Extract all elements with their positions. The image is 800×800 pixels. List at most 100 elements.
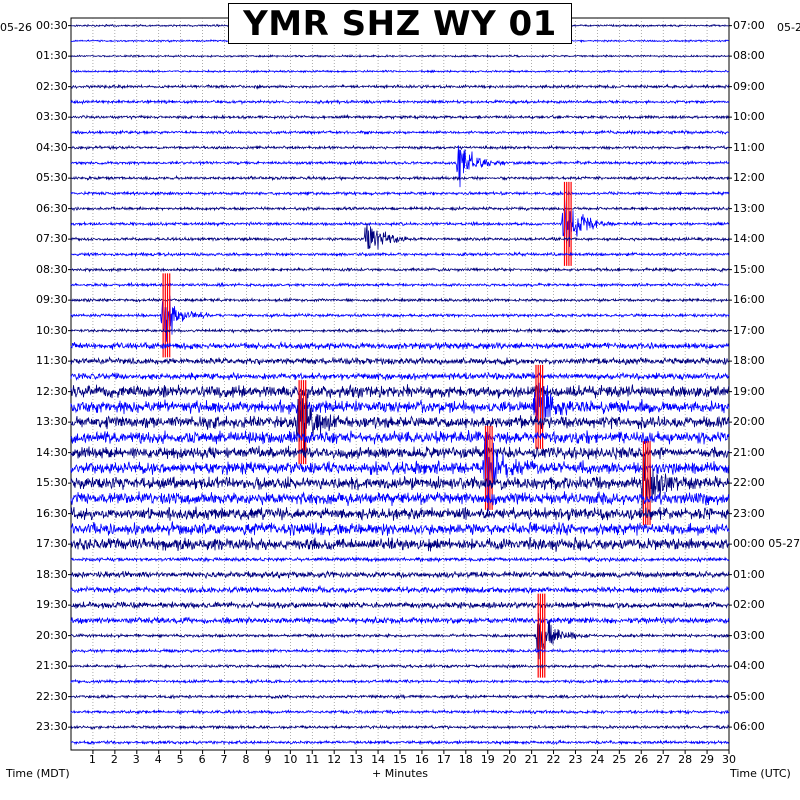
y-tick-label-left: 14:30	[36, 445, 68, 459]
right-date-label: 05-2	[777, 21, 800, 34]
trace-line	[70, 223, 730, 250]
y-tick-label-right: 18:00	[733, 354, 765, 368]
trace-line	[70, 297, 729, 304]
y-tick-label-right: 12:00	[733, 171, 765, 185]
x-tick-label: 22	[546, 753, 561, 766]
trace-line	[70, 739, 730, 746]
x-tick-label: 21	[524, 753, 539, 766]
trace-line	[70, 195, 730, 248]
trace-line	[70, 83, 730, 90]
trace-line	[70, 693, 730, 700]
y-tick-label-right: 09:00	[733, 79, 765, 93]
trace-line	[70, 506, 730, 521]
trace-line	[70, 429, 730, 445]
trace-line	[70, 584, 730, 595]
y-tick-label-left: 06:30	[36, 201, 68, 215]
y-tick-label-left: 12:30	[36, 384, 68, 398]
x-tick-label: 8	[242, 753, 250, 766]
trace-line	[70, 327, 730, 334]
trace-line	[70, 384, 730, 399]
trace-line	[70, 570, 730, 580]
trace-line	[70, 113, 730, 121]
trace-line	[70, 616, 730, 625]
trace-line	[70, 613, 730, 664]
trace-line	[70, 129, 730, 136]
trace-line	[70, 340, 730, 351]
y-tick-label-right: 05:00	[733, 689, 765, 703]
trace-line	[70, 68, 730, 74]
y-tick-label-right: 04:00	[733, 659, 765, 673]
y-tick-label-left: 02:30	[36, 79, 68, 93]
y-tick-label-right: 21:00	[733, 445, 765, 459]
y-tick-label-left: 13:30	[36, 415, 68, 429]
y-tick-label-right: 01:00	[733, 567, 765, 581]
y-tick-label-right: 06:00	[733, 720, 765, 734]
x-tick-label: 7	[220, 753, 228, 766]
trace-line	[70, 53, 730, 59]
x-tick-label: 9	[264, 753, 272, 766]
y-tick-label-left: 00:30	[36, 18, 68, 32]
y-tick-label-left: 19:30	[36, 598, 68, 612]
x-tick-label: 23	[568, 753, 583, 766]
x-tick-label: 26	[634, 753, 649, 766]
x-tick-label: 4	[154, 753, 162, 766]
trace-line	[70, 145, 730, 188]
trace-line	[70, 724, 730, 730]
trace-line	[70, 281, 730, 288]
y-tick-label-left: 05:30	[36, 171, 68, 185]
trace-line	[70, 536, 730, 552]
y-tick-label-left: 22:30	[36, 689, 68, 703]
x-tick-label: 1	[88, 753, 96, 766]
y-tick-label-left: 15:30	[36, 476, 68, 490]
x-tick-label: 10	[283, 753, 298, 766]
y-tick-label-left: 23:30	[36, 720, 68, 734]
trace-line	[70, 647, 730, 654]
y-tick-label-left: 18:30	[36, 567, 68, 581]
x-tick-label: 25	[612, 753, 627, 766]
y-tick-label-left: 16:30	[36, 506, 68, 520]
trace-line	[70, 355, 730, 366]
trace-line	[70, 371, 730, 382]
y-tick-label-right: 17:00	[733, 323, 765, 337]
x-tick-label: 29	[700, 753, 715, 766]
y-tick-label-right: 10:00	[733, 110, 765, 124]
trace-line	[70, 295, 730, 342]
trace-line	[70, 174, 730, 182]
y-tick-label-right: 16:00	[733, 293, 765, 307]
x-tick-label: 11	[305, 753, 320, 766]
trace-line	[70, 662, 730, 670]
x-tick-label: 16	[414, 753, 429, 766]
chart-title: YMR SHZ WY 01	[228, 3, 572, 44]
x-tick-label: 20	[502, 753, 517, 766]
y-tick-label-right: 00:00 05-27	[733, 537, 800, 551]
y-tick-label-left: 04:30	[36, 140, 68, 154]
x-axis-label: + Minutes	[372, 767, 429, 780]
trace-line	[70, 431, 730, 512]
x-tick-label: 18	[458, 753, 473, 766]
y-axis-label-right: Time (UTC)	[730, 767, 791, 780]
trace-line	[70, 393, 730, 458]
x-tick-label: 3	[132, 753, 140, 766]
y-tick-label-right: 23:00	[733, 506, 765, 520]
x-tick-label: 13	[349, 753, 364, 766]
x-tick-label: 2	[110, 753, 118, 766]
trace-line	[70, 98, 730, 106]
x-tick-label: 6	[198, 753, 206, 766]
y-tick-label-left: 20:30	[36, 628, 68, 642]
y-tick-label-left: 21:30	[36, 659, 68, 673]
x-tick-label: 14	[371, 753, 386, 766]
y-tick-label-right: 07:00	[733, 18, 765, 32]
y-tick-label-right: 13:00	[733, 201, 765, 215]
trace-line	[70, 190, 730, 197]
x-tick-label: 28	[678, 753, 693, 766]
y-tick-label-left: 10:30	[36, 323, 68, 337]
trace-line	[70, 600, 730, 610]
x-tick-label: 17	[436, 753, 451, 766]
x-tick-label: 15	[393, 753, 407, 766]
y-tick-label-left: 11:30	[36, 354, 68, 368]
y-tick-label-left: 03:30	[36, 110, 68, 124]
trace-line	[70, 445, 730, 460]
y-tick-label-right: 22:00	[733, 476, 765, 490]
y-tick-label-left: 08:30	[36, 262, 68, 276]
y-tick-label-left: 07:30	[36, 232, 68, 246]
